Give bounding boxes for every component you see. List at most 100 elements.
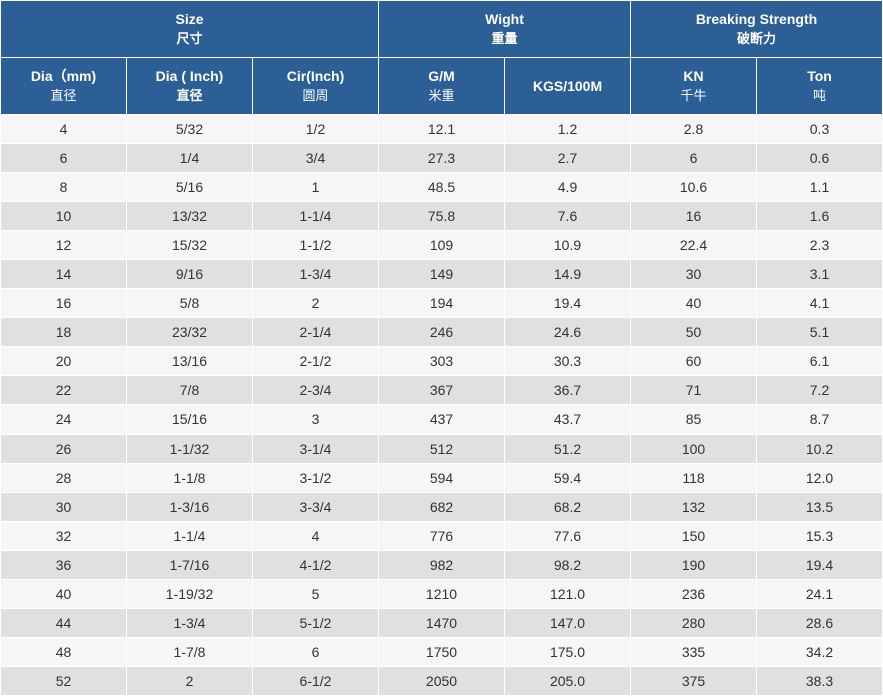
table-row: 22 7/8 2-3/4 367 36.7 71 7.2 — [0, 375, 883, 406]
table-cell: 512 — [378, 433, 505, 464]
table-cell: 98.2 — [504, 549, 631, 580]
column-title: KGS/100M — [532, 77, 603, 94]
table-cell: 18 — [0, 317, 127, 348]
table-cell: 3/4 — [252, 143, 379, 174]
table-cell: 194 — [378, 288, 505, 319]
table-cell: 15/16 — [126, 404, 253, 435]
table-cell: 24.6 — [504, 317, 631, 348]
column-title: KN — [683, 68, 704, 84]
table-row: 18 23/32 2-1/4 246 24.6 50 5.1 — [0, 317, 883, 348]
column-header: KN 千牛 — [630, 57, 757, 115]
table-row: 14 9/16 1-3/4 149 14.9 30 3.1 — [0, 259, 883, 290]
table-cell: 30 — [0, 491, 127, 522]
table-row: 12 15/32 1-1/2 109 10.9 22.4 2.3 — [0, 230, 883, 261]
table-cell: 236 — [630, 578, 757, 609]
column-subtitle: 米重 — [428, 88, 455, 103]
table-cell: 48 — [0, 636, 127, 667]
table-cell: 4.9 — [504, 172, 631, 203]
table-cell: 0.6 — [756, 143, 883, 174]
table-cell: 2-1/4 — [252, 317, 379, 348]
table-cell: 68.2 — [504, 491, 631, 522]
table-cell: 109 — [378, 230, 505, 261]
table-cell: 13/32 — [126, 201, 253, 232]
table-header: Size 尺寸 Wight 重量 Breaking Strength 破断力 Dia（mm)… — [0, 0, 883, 115]
table-cell: 36 — [0, 549, 127, 580]
table-cell: 2 — [126, 665, 253, 696]
column-header: G/M 米重 — [378, 57, 505, 115]
table-cell: 1/2 — [252, 113, 379, 145]
table-cell: 3-1/2 — [252, 462, 379, 493]
table-cell: 0.3 — [756, 113, 883, 145]
table-cell: 10.6 — [630, 172, 757, 203]
table-cell: 5-1/2 — [252, 607, 379, 638]
table-cell: 23/32 — [126, 317, 253, 348]
column-header: Ton 吨 — [756, 57, 883, 115]
table-cell: 3-3/4 — [252, 491, 379, 522]
table-cell: 59.4 — [504, 462, 631, 493]
table-cell: 12 — [0, 230, 127, 261]
table-row: 6 1/4 3/4 27.3 2.7 6 0.6 — [0, 143, 883, 174]
group-title: Wight — [485, 11, 524, 27]
table-cell: 1750 — [378, 636, 505, 667]
table-cell: 150 — [630, 520, 757, 551]
table-cell: 44 — [0, 607, 127, 638]
table-cell: 1-3/4 — [252, 259, 379, 290]
table-cell: 1-3/4 — [126, 607, 253, 638]
table-cell: 1-7/16 — [126, 549, 253, 580]
table-cell: 246 — [378, 317, 505, 348]
table-cell: 280 — [630, 607, 757, 638]
table-cell: 26 — [0, 433, 127, 464]
group-title: Size — [175, 11, 204, 27]
table-row: 48 1-7/8 6 1750 175.0 335 34.2 — [0, 636, 883, 667]
table-cell: 51.2 — [504, 433, 631, 464]
table-cell: 7/8 — [126, 375, 253, 406]
table-cell: 52 — [0, 665, 127, 696]
table-cell: 1470 — [378, 607, 505, 638]
table-cell: 1-1/4 — [126, 520, 253, 551]
table-cell: 776 — [378, 520, 505, 551]
table-cell: 43.7 — [504, 404, 631, 435]
table-row: 32 1-1/4 4 776 77.6 150 15.3 — [0, 520, 883, 551]
table-cell: 6.1 — [756, 346, 883, 377]
table-cell: 6 — [0, 143, 127, 174]
table-body: 4 5/32 1/2 12.1 1.2 2.8 0.3 6 1/4 3/4 27.3 2.7 6 0.6 8… — [0, 113, 883, 696]
table-cell: 7.6 — [504, 201, 631, 232]
table-cell: 5 — [252, 578, 379, 609]
table-cell: 38.3 — [756, 665, 883, 696]
table-cell: 3 — [252, 404, 379, 435]
group-header: Size 尺寸 — [0, 0, 379, 58]
table-cell: 75.8 — [378, 201, 505, 232]
table-row: 30 1-3/16 3-3/4 682 68.2 132 13.5 — [0, 491, 883, 522]
table-cell: 2050 — [378, 665, 505, 696]
table-cell: 32 — [0, 520, 127, 551]
table-row: 24 15/16 3 437 43.7 85 8.7 — [0, 404, 883, 435]
table-cell: 30 — [630, 259, 757, 290]
table-cell: 303 — [378, 346, 505, 377]
table-cell: 5/32 — [126, 113, 253, 145]
table-cell: 40 — [630, 288, 757, 319]
table-cell: 10 — [0, 201, 127, 232]
table-cell: 28.6 — [756, 607, 883, 638]
table-cell: 24.1 — [756, 578, 883, 609]
table-cell: 1-1/2 — [252, 230, 379, 261]
table-cell: 4-1/2 — [252, 549, 379, 580]
table-cell: 2-3/4 — [252, 375, 379, 406]
table-cell: 1210 — [378, 578, 505, 609]
table-cell: 50 — [630, 317, 757, 348]
table-cell: 6 — [630, 143, 757, 174]
table-cell: 30.3 — [504, 346, 631, 377]
column-header: Dia（mm) 直径 — [0, 57, 127, 115]
column-header: Cir(Inch) 圆周 — [252, 57, 379, 115]
table-cell: 1-7/8 — [126, 636, 253, 667]
table-cell: 12.1 — [378, 113, 505, 145]
table-row: 40 1-19/32 5 1210 121.0 236 24.1 — [0, 578, 883, 609]
table-cell: 1/4 — [126, 143, 253, 174]
column-title: G/M — [428, 68, 455, 84]
table-cell: 190 — [630, 549, 757, 580]
table-cell: 2.3 — [756, 230, 883, 261]
table-cell: 5.1 — [756, 317, 883, 348]
table-cell: 1-1/4 — [252, 201, 379, 232]
table-cell: 175.0 — [504, 636, 631, 667]
table-cell: 367 — [378, 375, 505, 406]
